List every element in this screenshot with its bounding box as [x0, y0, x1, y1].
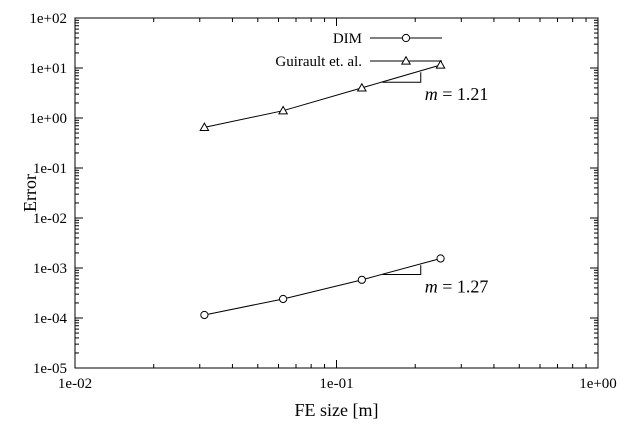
- y-tick-label: 1e-04: [33, 311, 68, 327]
- slope-value: = 1.21: [442, 84, 488, 104]
- legend-label: DIM: [333, 31, 362, 47]
- series-layer: [199, 59, 446, 320]
- slope-label: m = 1.27: [425, 277, 489, 297]
- series-guirault-et-al: [199, 59, 446, 132]
- y-tick-label: 1e-03: [33, 261, 67, 277]
- slope-symbol: m: [425, 84, 443, 104]
- series-line-dim: [204, 258, 441, 316]
- legend-marker: [401, 33, 411, 43]
- data-point-dim: [200, 310, 209, 320]
- data-point-guirault-et-al: [356, 82, 367, 92]
- y-tick-label: 1e+00: [29, 111, 67, 127]
- y-axis-title: Error: [20, 174, 40, 212]
- data-point-dim: [279, 294, 288, 304]
- series-line-guirault-et-al: [204, 64, 441, 128]
- slope-triangle: [382, 72, 422, 83]
- y-tick-label: 1e+01: [29, 61, 67, 77]
- slope-annotation: m = 1.21: [382, 72, 489, 104]
- y-tick-label: 1e-02: [33, 211, 67, 227]
- series-dim: [200, 254, 445, 320]
- y-tick-label: 1e-05: [33, 361, 67, 377]
- x-tick-label: 1e-02: [58, 376, 92, 392]
- legend-entry: Guirault et. al.: [275, 54, 442, 70]
- data-point-guirault-et-al: [199, 122, 210, 132]
- legend-entry: DIM: [333, 31, 442, 47]
- slope-label: m = 1.21: [425, 84, 489, 104]
- plot-frame: [74, 17, 599, 369]
- slope-annotations: m = 1.21m = 1.27: [382, 72, 489, 297]
- ticks-layer: [74, 17, 599, 369]
- slope-triangle: [382, 265, 422, 276]
- y-tick-label: 1e-01: [33, 161, 67, 177]
- slope-annotation: m = 1.27: [382, 265, 489, 297]
- x-tick-label: 1e+00: [579, 376, 617, 392]
- data-point-dim: [357, 275, 366, 284]
- slope-value: = 1.27: [442, 277, 488, 297]
- y-tick-label: 1e+02: [29, 11, 67, 27]
- tick-labels-layer: 1e-02 1e-01 1e+00 1e+02 1e+01 1e+00 1e-01 1e-02…: [29, 11, 616, 392]
- legend: DIM Guirault et. al.: [275, 31, 442, 70]
- legend-label: Guirault et. al.: [275, 54, 362, 70]
- data-point-guirault-et-al: [278, 105, 289, 115]
- data-point-dim: [436, 254, 445, 263]
- x-axis-title: FE size [m]: [295, 400, 379, 420]
- legend-marker: [400, 55, 412, 65]
- data-point-guirault-et-al: [435, 59, 446, 69]
- x-tick-label: 1e-01: [319, 376, 353, 392]
- slope-symbol: m: [425, 277, 443, 297]
